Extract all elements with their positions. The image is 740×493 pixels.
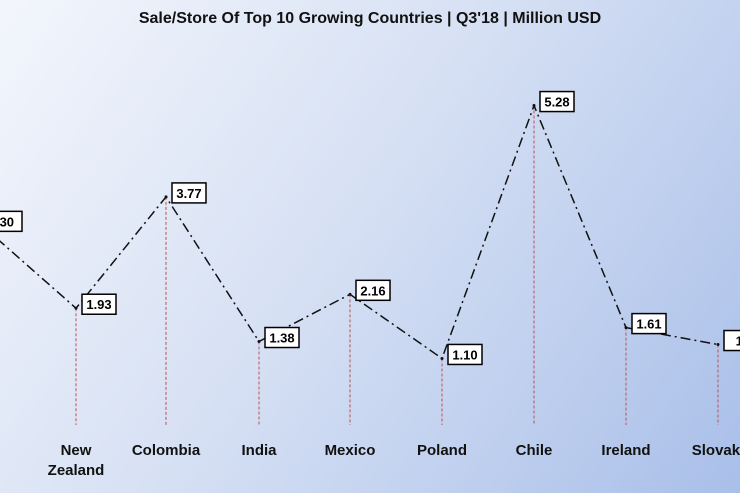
data-label: 5.28: [544, 95, 569, 110]
data-label-box: [539, 90, 575, 113]
x-tick-label: Poland: [417, 442, 467, 459]
data-label-box: [0, 210, 23, 233]
data-label-box: [447, 343, 483, 366]
data-label-box: [631, 312, 667, 335]
data-label: 1.10: [452, 347, 477, 362]
data-label-box: [723, 329, 740, 352]
x-tick-label: India: [241, 442, 277, 459]
data-label: 3.77: [176, 186, 201, 201]
data-point: [440, 356, 444, 360]
data-label: 1.61: [636, 317, 661, 332]
data-point: [624, 326, 628, 330]
data-label: 2.16: [360, 283, 385, 298]
chart-title: Sale/Store Of Top 10 Growing Countries |…: [138, 10, 602, 27]
x-tick-label: Colombia: [132, 442, 201, 459]
data-label: 1.93: [86, 297, 111, 312]
data-point: [348, 292, 352, 296]
data-label: 1.38: [269, 331, 294, 346]
data-point: [164, 195, 168, 199]
data-label-box: [171, 182, 207, 204]
data-label: 1.: [736, 334, 740, 349]
x-tick-label: Ireland: [601, 442, 650, 459]
x-tick-label: Slovaki: [692, 442, 740, 459]
data-point: [257, 340, 261, 344]
x-tick-label: Mexico: [325, 442, 376, 459]
data-label-box: [81, 293, 117, 315]
data-point: [716, 343, 720, 347]
x-tick-label: New: [61, 442, 92, 459]
data-label-box: [355, 279, 391, 302]
x-tick-label: Zealand: [48, 462, 105, 479]
data-point: [74, 306, 78, 310]
series-line: [0, 103, 719, 360]
data-label: .30: [0, 214, 14, 229]
data-label-box: [264, 326, 300, 349]
x-tick-label: Chile: [516, 442, 553, 459]
data-point: [532, 104, 536, 108]
